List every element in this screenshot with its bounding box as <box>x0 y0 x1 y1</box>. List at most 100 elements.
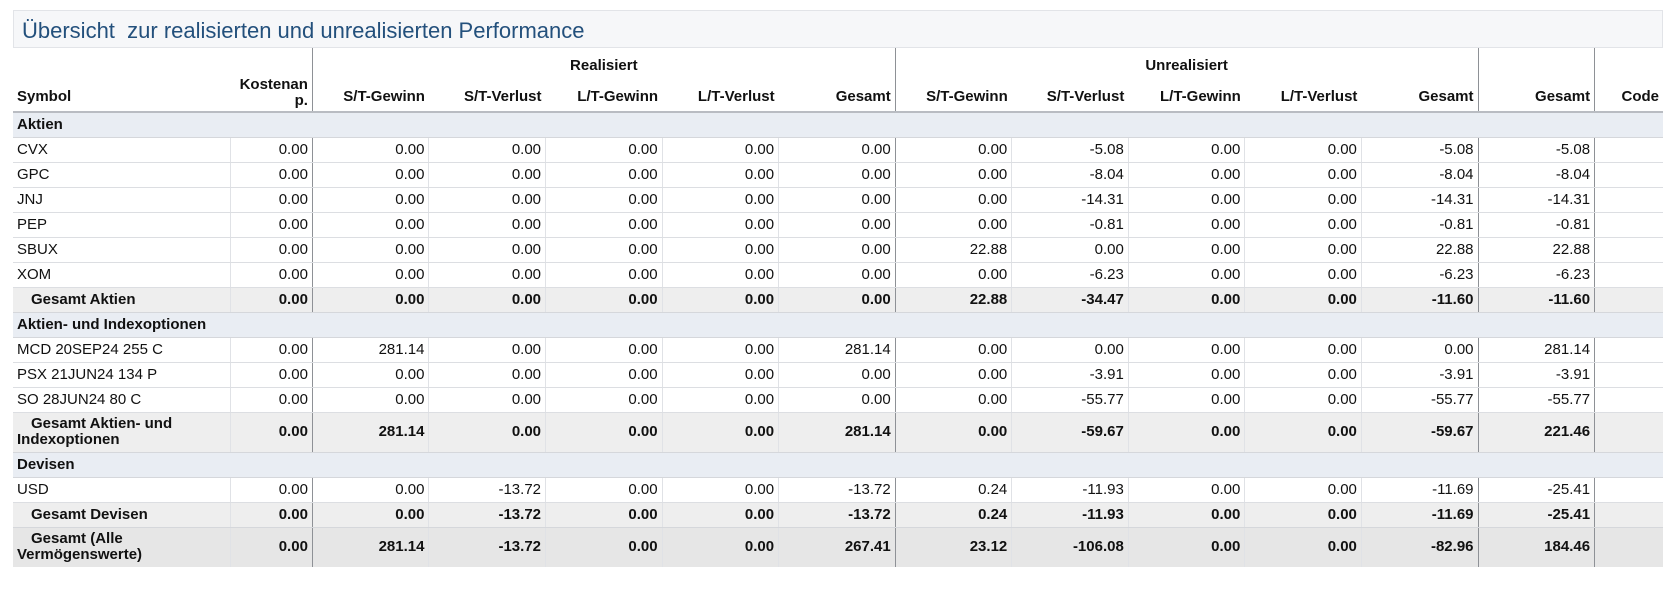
cell-realized-lt-loss: 0.00 <box>661 287 779 313</box>
table-row: XOM 0.00 0.00 0.00 0.00 0.00 0.00 0.00 -6.23 0.00… <box>13 262 1663 288</box>
cell-cost-basis: 0.00 <box>229 362 313 388</box>
cell-code <box>1594 527 1663 567</box>
cell-total: -6.23 <box>1477 262 1595 288</box>
cell-realized-lt-loss: 0.00 <box>661 212 779 238</box>
cell-total: -25.41 <box>1477 502 1595 528</box>
cell-unrealized-st-gain: 0.00 <box>894 212 1012 238</box>
cell-symbol: SBUX <box>13 237 231 263</box>
cell-cost-basis: 0.00 <box>229 187 313 213</box>
group-header-row: Realisiert Unrealisiert <box>13 48 1663 76</box>
cell-realized-total: 0.00 <box>778 287 896 313</box>
table-row: JNJ 0.00 0.00 0.00 0.00 0.00 0.00 0.00 -14.31 0.0… <box>13 187 1663 213</box>
cell-total: 22.88 <box>1477 237 1595 263</box>
cell-unrealized-st-loss: -11.93 <box>1011 477 1129 503</box>
cell-unrealized-st-loss: -5.08 <box>1011 137 1129 163</box>
table-row: SO 28JUN24 80 C 0.00 0.00 0.00 0.00 0.00 0.00 0… <box>13 387 1663 413</box>
cell-realized-st-gain: 281.14 <box>311 527 429 567</box>
cell-total: -8.04 <box>1477 162 1595 188</box>
section-title: Aktien <box>13 112 1663 138</box>
cell-unrealized-st-loss: -55.77 <box>1011 387 1129 413</box>
cell-realized-total: 0.00 <box>778 137 896 163</box>
cell-unrealized-lt-loss: 0.00 <box>1244 187 1362 213</box>
cell-unrealized-total: -8.04 <box>1360 162 1479 188</box>
cell-unrealized-lt-gain: 0.00 <box>1127 212 1245 238</box>
cell-unrealized-total: -6.23 <box>1360 262 1479 288</box>
col-header-code: Code <box>1594 76 1663 113</box>
cell-realized-total: 0.00 <box>778 387 896 413</box>
realized-group-header: Realisiert <box>311 48 896 76</box>
cell-unrealized-lt-loss: 0.00 <box>1244 362 1362 388</box>
cell-total: -55.77 <box>1477 387 1595 413</box>
cell-symbol: USD <box>13 477 231 503</box>
cell-realized-lt-loss: 0.00 <box>661 187 779 213</box>
cell-unrealized-lt-gain: 0.00 <box>1127 262 1245 288</box>
cell-realized-lt-gain: 0.00 <box>545 212 663 238</box>
cell-unrealized-lt-loss: 0.00 <box>1244 502 1362 528</box>
subtotal-row: Gesamt Aktien- und Indexoptionen 0.00 281.… <box>13 412 1663 453</box>
cell-unrealized-st-gain: 0.00 <box>894 362 1012 388</box>
cell-realized-lt-loss: 0.00 <box>661 502 779 528</box>
cell-realized-lt-loss: 0.00 <box>661 362 779 388</box>
table-row: GPC 0.00 0.00 0.00 0.00 0.00 0.00 0.00 -8.04 0.00… <box>13 162 1663 188</box>
cell-realized-lt-gain: 0.00 <box>545 362 663 388</box>
cell-unrealized-total: -55.77 <box>1360 387 1479 413</box>
report-title: Übersicht zur realisierten und unrealisi… <box>13 10 1663 48</box>
cell-realized-st-gain: 281.14 <box>311 412 429 453</box>
cell-unrealized-lt-gain: 0.00 <box>1127 527 1245 567</box>
col-header-unrealized-st-loss: S/T-Verlust <box>1011 76 1129 113</box>
cell-total: 281.14 <box>1477 337 1595 363</box>
cell-code <box>1594 362 1663 388</box>
cell-realized-lt-loss: 0.00 <box>661 412 779 453</box>
cell-realized-lt-gain: 0.00 <box>545 337 663 363</box>
cell-unrealized-lt-loss: 0.00 <box>1244 412 1362 453</box>
cell-symbol: GPC <box>13 162 231 188</box>
cell-code <box>1594 262 1663 288</box>
cell-realized-lt-gain: 0.00 <box>545 262 663 288</box>
cell-realized-st-loss: 0.00 <box>428 412 546 453</box>
table-row: MCD 20SEP24 255 C 0.00 281.14 0.00 0.00 0.00 2… <box>13 337 1663 363</box>
cell-realized-st-gain: 0.00 <box>311 137 429 163</box>
section-title: Devisen <box>13 452 1663 478</box>
table-row: CVX 0.00 0.00 0.00 0.00 0.00 0.00 0.00 -5.08 0.00… <box>13 137 1663 163</box>
section-header: Aktien <box>13 112 1663 138</box>
cell-realized-st-loss: 0.00 <box>428 237 546 263</box>
cell-realized-st-gain: 0.00 <box>311 502 429 528</box>
col-header-unrealized-total: Gesamt <box>1361 76 1479 113</box>
cell-unrealized-st-loss: -0.81 <box>1011 212 1129 238</box>
col-header-unrealized-lt-gain: L/T-Gewinn <box>1128 76 1245 113</box>
cell-unrealized-st-loss: -8.04 <box>1011 162 1129 188</box>
cell-realized-st-gain: 281.14 <box>311 337 429 363</box>
cell-realized-lt-gain: 0.00 <box>545 237 663 263</box>
cell-unrealized-st-gain: 0.00 <box>894 412 1012 453</box>
cell-unrealized-lt-loss: 0.00 <box>1244 527 1362 567</box>
cell-cost-basis: 0.00 <box>229 502 313 528</box>
performance-report: Übersicht zur realisierten und unrealisi… <box>13 10 1663 567</box>
cell-realized-total: 281.14 <box>778 412 896 453</box>
cell-realized-total: -13.72 <box>778 477 896 503</box>
cell-unrealized-lt-gain: 0.00 <box>1127 477 1245 503</box>
subtotal-label: Gesamt Aktien <box>13 287 231 313</box>
unrealized-group-header: Unrealisiert <box>894 48 1479 76</box>
cell-unrealized-st-loss: -34.47 <box>1011 287 1129 313</box>
cell-unrealized-total: -82.96 <box>1360 527 1479 567</box>
cell-cost-basis: 0.00 <box>229 337 313 363</box>
cell-realized-st-loss: 0.00 <box>428 362 546 388</box>
cell-symbol: MCD 20SEP24 255 C <box>13 337 231 363</box>
cell-realized-st-loss: 0.00 <box>428 262 546 288</box>
subtotal-label: Gesamt Devisen <box>13 502 231 528</box>
column-header-row: Symbol Kostenan p. S/T-Gewinn S/T-Verlust… <box>13 76 1663 113</box>
cell-realized-lt-gain: 0.00 <box>545 162 663 188</box>
cell-unrealized-lt-gain: 0.00 <box>1127 337 1245 363</box>
cell-realized-st-gain: 0.00 <box>311 237 429 263</box>
cell-unrealized-st-gain: 22.88 <box>894 237 1012 263</box>
col-header-realized-total: Gesamt <box>778 76 896 113</box>
cell-code <box>1594 412 1663 453</box>
table-row: SBUX 0.00 0.00 0.00 0.00 0.00 0.00 22.88 0.00 0.0… <box>13 237 1663 263</box>
cell-unrealized-st-gain: 23.12 <box>894 527 1012 567</box>
cell-realized-total: 0.00 <box>778 162 896 188</box>
cell-realized-st-gain: 0.00 <box>311 477 429 503</box>
cell-cost-basis: 0.00 <box>229 237 313 263</box>
cell-realized-st-loss: -13.72 <box>428 527 546 567</box>
cell-realized-total: 0.00 <box>778 212 896 238</box>
cell-unrealized-lt-loss: 0.00 <box>1244 162 1362 188</box>
